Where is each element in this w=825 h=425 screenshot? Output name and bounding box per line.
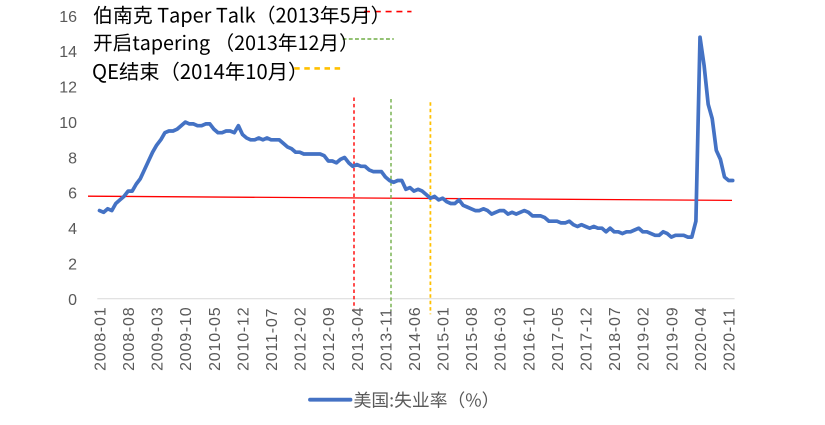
svg-text:0: 0 xyxy=(68,292,77,309)
svg-text:2017-05: 2017-05 xyxy=(550,307,567,371)
svg-text:2012-02: 2012-02 xyxy=(293,307,310,371)
svg-text:2019-09: 2019-09 xyxy=(664,307,681,371)
svg-text:2010-05: 2010-05 xyxy=(207,307,224,371)
svg-text:8: 8 xyxy=(68,150,77,167)
svg-text:2020-04: 2020-04 xyxy=(693,307,710,371)
svg-text:4: 4 xyxy=(68,221,77,238)
svg-text:2016-10: 2016-10 xyxy=(521,307,538,371)
svg-text:2018-07: 2018-07 xyxy=(607,307,624,371)
svg-text:16: 16 xyxy=(59,9,77,26)
svg-text:2019-02: 2019-02 xyxy=(636,307,653,371)
svg-text:2010-12: 2010-12 xyxy=(235,307,252,371)
svg-text:2014-06: 2014-06 xyxy=(407,307,424,371)
svg-text:6: 6 xyxy=(68,186,77,203)
svg-text:2009-10: 2009-10 xyxy=(178,307,195,371)
svg-text:2011-07: 2011-07 xyxy=(264,308,281,371)
svg-text:2012-09: 2012-09 xyxy=(321,307,338,371)
svg-text:2: 2 xyxy=(68,256,77,273)
svg-text:2015-01: 2015-01 xyxy=(436,307,453,371)
svg-text:2020-11: 2020-11 xyxy=(722,308,739,371)
svg-text:2008-08: 2008-08 xyxy=(121,307,138,371)
svg-text:2015-08: 2015-08 xyxy=(464,307,481,371)
svg-text:2013-04: 2013-04 xyxy=(350,307,367,371)
svg-text:2017-12: 2017-12 xyxy=(579,307,596,371)
svg-text:2008-01: 2008-01 xyxy=(92,307,109,371)
svg-text:14: 14 xyxy=(59,44,77,61)
svg-text:12: 12 xyxy=(59,80,77,97)
svg-text:2009-03: 2009-03 xyxy=(150,307,167,371)
svg-text:10: 10 xyxy=(59,115,77,132)
svg-text:2016-03: 2016-03 xyxy=(493,307,510,371)
svg-text:2013-11: 2013-11 xyxy=(378,308,395,371)
